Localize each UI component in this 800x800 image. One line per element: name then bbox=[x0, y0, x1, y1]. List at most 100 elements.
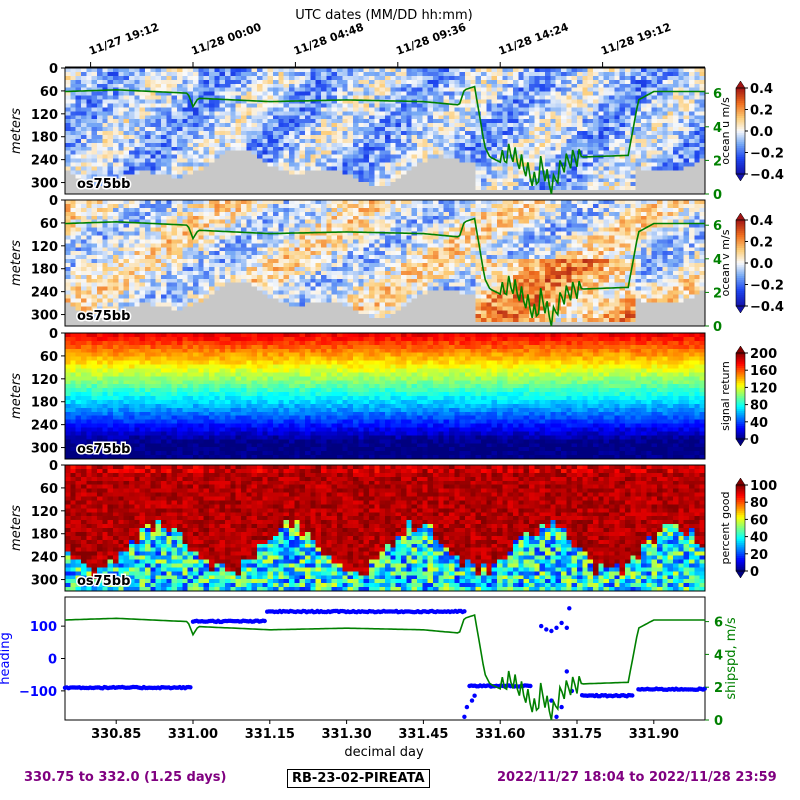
heatmap-cell bbox=[609, 119, 615, 124]
heatmap-cell bbox=[305, 178, 311, 183]
heatmap-cell bbox=[91, 162, 98, 168]
heatmap-cell bbox=[123, 223, 130, 229]
heatmap-cell bbox=[107, 170, 114, 175]
heatmap-cell bbox=[81, 162, 87, 168]
heatmap-cell bbox=[209, 231, 215, 237]
heatmap-cell bbox=[406, 150, 413, 156]
heatmap-cell bbox=[193, 255, 199, 260]
heatmap-cell bbox=[118, 158, 125, 164]
heatmap-cell bbox=[257, 131, 263, 136]
heatmap-cell bbox=[65, 107, 71, 112]
heatmap-cell bbox=[123, 255, 130, 260]
heatmap-cell bbox=[342, 170, 349, 175]
heatmap-cell bbox=[145, 174, 151, 179]
heatmap-cell bbox=[502, 178, 509, 183]
heatmap-cell bbox=[459, 158, 466, 164]
heatmap-cell bbox=[486, 83, 493, 89]
heatmap-cell bbox=[358, 190, 365, 195]
heatmap-cell bbox=[171, 314, 178, 319]
heatmap-cell bbox=[593, 119, 599, 124]
heatmap-cell bbox=[427, 134, 434, 140]
heatmap-cell bbox=[102, 203, 109, 209]
heatmap-cell bbox=[347, 178, 354, 183]
heatmap-cell bbox=[342, 190, 349, 195]
heatmap-cell bbox=[294, 154, 301, 160]
heatmap-cell bbox=[187, 302, 194, 307]
heatmap-cell bbox=[219, 138, 226, 144]
heatmap-cell bbox=[609, 134, 615, 140]
heatmap-cell bbox=[518, 186, 525, 191]
heatmap-cell bbox=[134, 266, 141, 272]
heatmap-cell bbox=[657, 174, 663, 179]
heatmap-cell bbox=[91, 314, 98, 319]
heatmap-cell bbox=[161, 107, 167, 112]
heatmap-cell bbox=[651, 127, 658, 132]
heatmap-cell bbox=[598, 142, 605, 148]
heatmap-cell bbox=[673, 166, 679, 171]
heatmap-cell bbox=[577, 142, 583, 148]
heatmap-cell bbox=[379, 178, 386, 183]
heatmap-cell bbox=[283, 115, 290, 120]
heatmap-cell bbox=[129, 211, 135, 217]
heatmap-cell bbox=[299, 99, 306, 105]
heatmap-cell bbox=[545, 166, 551, 171]
heatmap-cell bbox=[182, 322, 189, 327]
heatmap-cell bbox=[347, 190, 354, 195]
heatmap-cell bbox=[81, 99, 87, 105]
heatmap-cell bbox=[326, 162, 333, 168]
heatmap-cell bbox=[198, 235, 205, 240]
heatmap-cell bbox=[139, 127, 146, 132]
heatmap-cell bbox=[310, 154, 317, 160]
heatmap-cell bbox=[411, 134, 418, 140]
heatmap-cell bbox=[571, 190, 578, 195]
heatmap-cell bbox=[534, 91, 541, 97]
heatmap-cell bbox=[155, 235, 162, 240]
heatmap-cell bbox=[145, 99, 151, 105]
heatmap-cell bbox=[566, 91, 573, 97]
heatmap-cell bbox=[123, 127, 130, 132]
heatmap-cell bbox=[187, 314, 194, 319]
heatmap-cell bbox=[646, 111, 653, 116]
heatmap-cell bbox=[97, 134, 103, 140]
heatmap-cell bbox=[91, 247, 98, 252]
heatmap-cell bbox=[171, 95, 178, 101]
heatmap-cell bbox=[534, 103, 541, 108]
heatmap-cell bbox=[134, 203, 141, 209]
heatmap-cell bbox=[694, 154, 701, 160]
heatmap-cell bbox=[145, 318, 151, 323]
heatmap-cell bbox=[75, 310, 82, 315]
heatmap-cell bbox=[459, 75, 466, 81]
heatmap-cell bbox=[177, 211, 183, 217]
heatmap-cell bbox=[374, 107, 381, 112]
heatmap-cell bbox=[193, 314, 199, 319]
heatmap-cell bbox=[699, 71, 706, 77]
heatmap-cell bbox=[582, 83, 589, 89]
heatmap-cell bbox=[182, 231, 189, 237]
heatmap-cell bbox=[603, 75, 610, 81]
heatmap-cell bbox=[113, 170, 119, 175]
heatmap-cell bbox=[107, 111, 114, 116]
heatmap-cell bbox=[363, 186, 370, 191]
heatmap-cell bbox=[587, 174, 594, 179]
heatmap-cell bbox=[86, 111, 93, 116]
heatmap-cell bbox=[550, 107, 557, 112]
heatmap-cell bbox=[406, 127, 413, 132]
heatmap-cell bbox=[97, 182, 103, 187]
heatmap-cell bbox=[225, 263, 231, 268]
heatmap-cell bbox=[641, 119, 647, 124]
heatmap-cell bbox=[289, 119, 295, 124]
heatmap-cell bbox=[550, 115, 557, 120]
heatmap-cell bbox=[150, 200, 157, 205]
heatmap-cell bbox=[619, 127, 626, 132]
heatmap-cell bbox=[358, 71, 365, 77]
heatmap-cell bbox=[582, 79, 589, 85]
heatmap-cell bbox=[123, 211, 130, 217]
heatmap-cell bbox=[497, 182, 503, 187]
heatmap-cell bbox=[406, 87, 413, 93]
heatmap-cell bbox=[347, 68, 354, 73]
heatmap-cell bbox=[641, 103, 647, 108]
heatmap-cell bbox=[465, 107, 471, 112]
heatmap-cell bbox=[673, 83, 679, 89]
heatmap-cell bbox=[481, 186, 487, 191]
heatmap-cell bbox=[545, 150, 551, 156]
